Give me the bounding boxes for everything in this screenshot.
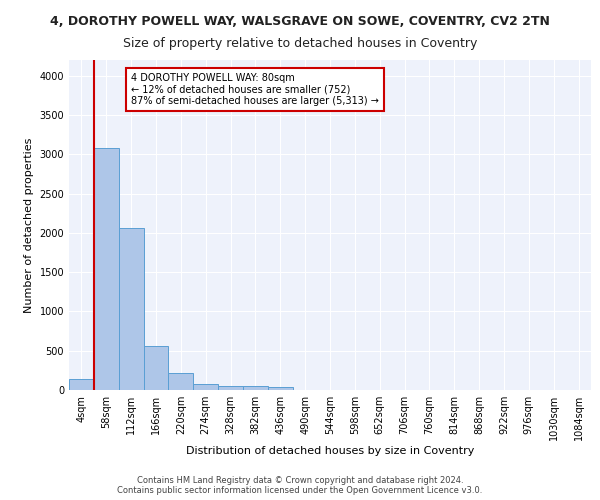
Bar — [69, 379, 94, 390]
X-axis label: Distribution of detached houses by size in Coventry: Distribution of detached houses by size … — [186, 446, 474, 456]
Text: Contains HM Land Registry data © Crown copyright and database right 2024.
Contai: Contains HM Land Registry data © Crown c… — [118, 476, 482, 495]
Bar — [169, 373, 193, 390]
Text: 4 DOROTHY POWELL WAY: 80sqm
← 12% of detached houses are smaller (752)
87% of se: 4 DOROTHY POWELL WAY: 80sqm ← 12% of det… — [131, 74, 379, 106]
Text: Size of property relative to detached houses in Coventry: Size of property relative to detached ho… — [123, 38, 477, 51]
Bar — [143, 346, 169, 390]
Bar — [243, 386, 268, 390]
Bar — [193, 384, 218, 390]
Y-axis label: Number of detached properties: Number of detached properties — [24, 138, 34, 312]
Text: 4, DOROTHY POWELL WAY, WALSGRAVE ON SOWE, COVENTRY, CV2 2TN: 4, DOROTHY POWELL WAY, WALSGRAVE ON SOWE… — [50, 15, 550, 28]
Bar — [218, 386, 243, 390]
Bar — [119, 228, 143, 390]
Bar — [94, 148, 119, 390]
Bar — [268, 387, 293, 390]
